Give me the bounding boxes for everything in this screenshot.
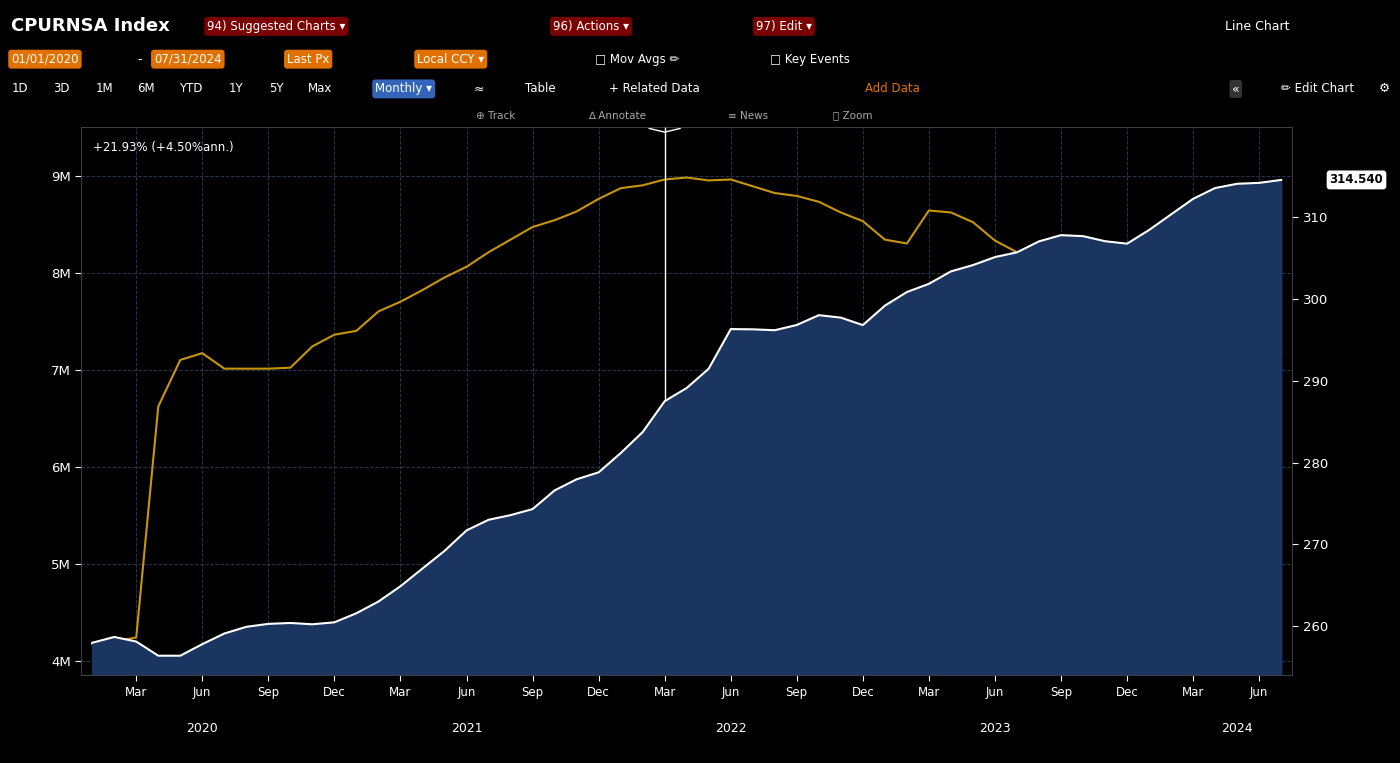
- Text: 94) Suggested Charts ▾: 94) Suggested Charts ▾: [207, 20, 346, 33]
- Text: 3D: 3D: [53, 82, 70, 95]
- Text: 2021: 2021: [451, 722, 483, 735]
- Text: 1Y: 1Y: [228, 82, 242, 95]
- Text: 2022: 2022: [715, 722, 746, 735]
- Text: 🔍 Zoom: 🔍 Zoom: [833, 111, 872, 121]
- Text: ≡ News: ≡ News: [728, 111, 769, 121]
- Text: + Related Data: + Related Data: [609, 82, 700, 95]
- Text: ✏ Edit Chart: ✏ Edit Chart: [1281, 82, 1354, 95]
- Text: Table: Table: [525, 82, 556, 95]
- Text: □ Mov Avgs ✏: □ Mov Avgs ✏: [595, 53, 679, 66]
- Text: 5Y: 5Y: [269, 82, 283, 95]
- Text: 2023: 2023: [979, 722, 1011, 735]
- Text: ⊕ Track: ⊕ Track: [476, 111, 515, 121]
- Text: 1D: 1D: [11, 82, 28, 95]
- Text: 01/01/2020: 01/01/2020: [11, 53, 78, 66]
- Text: ⚙: ⚙: [1379, 82, 1390, 95]
- Text: -: -: [137, 53, 141, 66]
- Text: 2024: 2024: [1221, 722, 1253, 735]
- Text: Add Data: Add Data: [865, 82, 920, 95]
- Text: 314.540: 314.540: [1330, 173, 1383, 186]
- Text: CPURNSA Index: CPURNSA Index: [11, 18, 169, 35]
- Text: 96) Actions ▾: 96) Actions ▾: [553, 20, 629, 33]
- Text: 07/31/2024: 07/31/2024: [154, 53, 221, 66]
- Text: ∆ Annotate: ∆ Annotate: [588, 111, 645, 121]
- Text: Monthly ▾: Monthly ▾: [375, 82, 433, 95]
- Text: YTD: YTD: [179, 82, 203, 95]
- Text: Local CCY ▾: Local CCY ▾: [417, 53, 484, 66]
- Text: 1M: 1M: [95, 82, 113, 95]
- Text: +21.93% (+4.50%ann.): +21.93% (+4.50%ann.): [94, 141, 234, 154]
- Text: 97) Edit ▾: 97) Edit ▾: [756, 20, 812, 33]
- Text: Last Px: Last Px: [287, 53, 329, 66]
- Text: ≈: ≈: [473, 82, 484, 95]
- Text: Max: Max: [308, 82, 332, 95]
- Text: □ Key Events: □ Key Events: [770, 53, 850, 66]
- Text: 2020: 2020: [186, 722, 218, 735]
- Text: «: «: [1232, 82, 1239, 95]
- Text: Line Chart: Line Chart: [1225, 20, 1289, 33]
- Text: 6M: 6M: [137, 82, 155, 95]
